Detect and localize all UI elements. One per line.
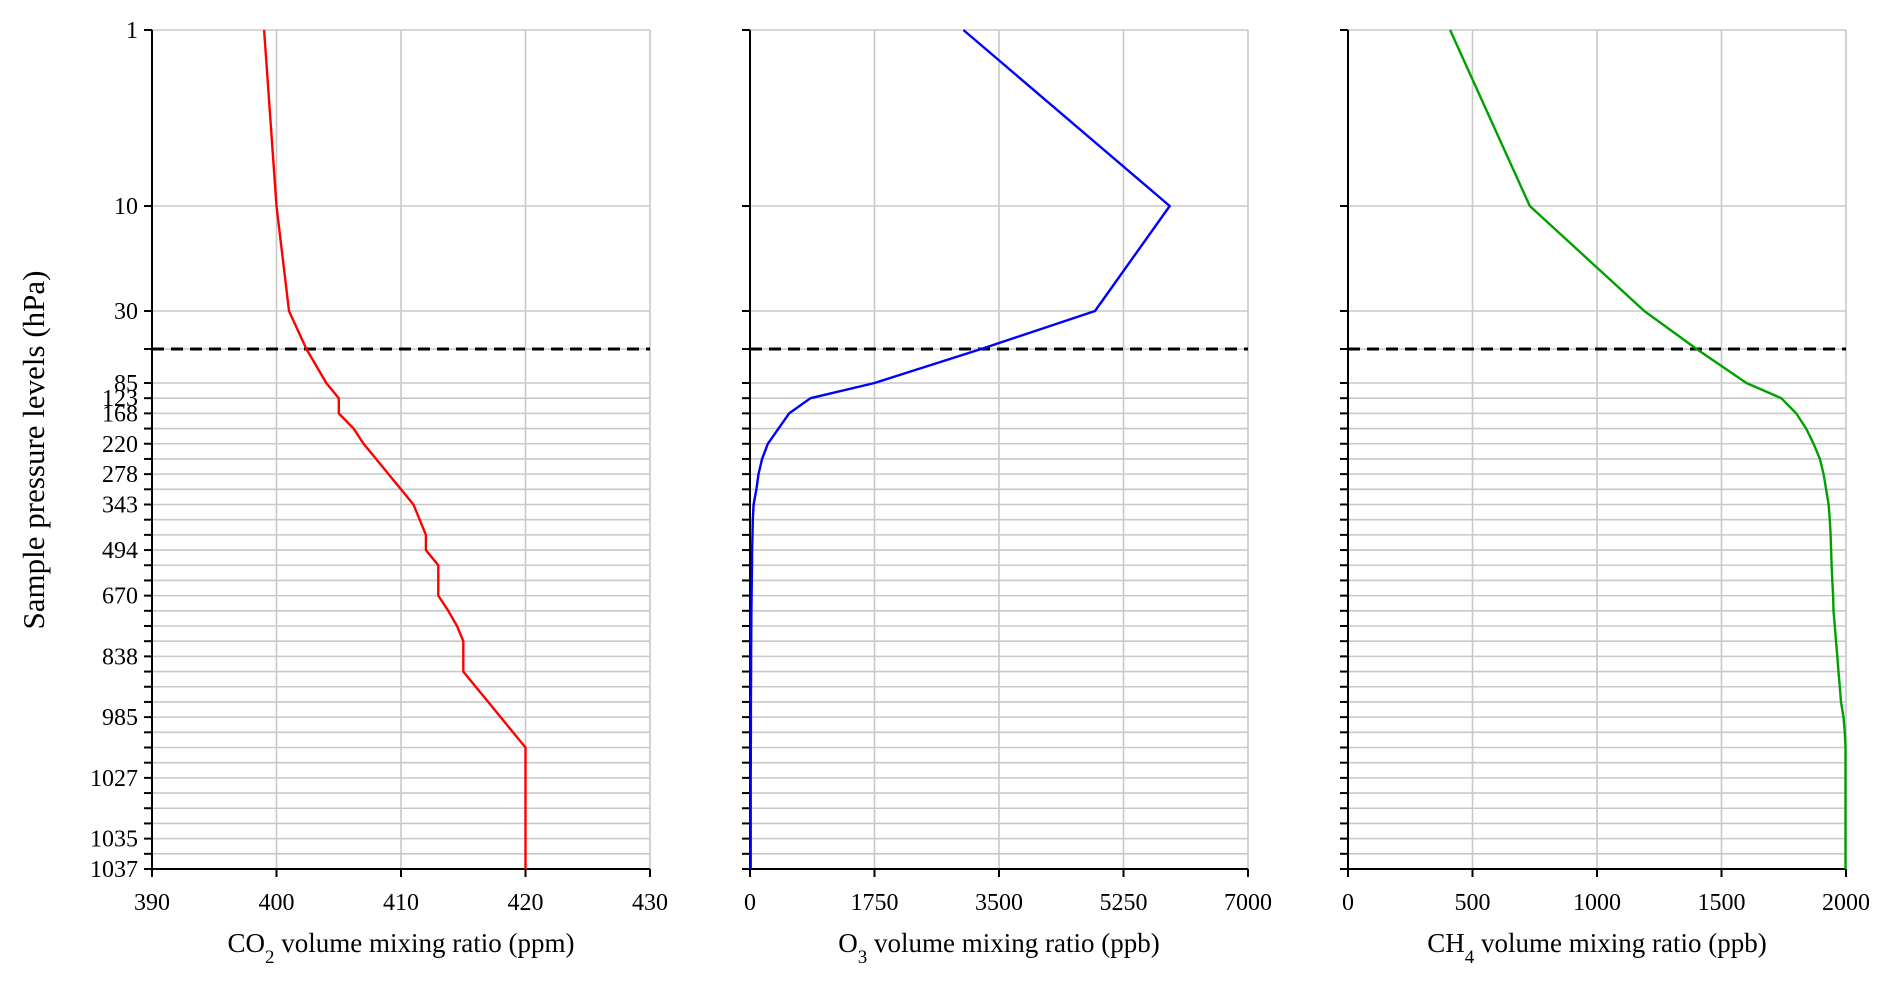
panel-3: 0 500 1000 1500 2000 CH4 volume mixing ratio …: [1340, 29, 1870, 968]
y-tick-label: 10: [114, 194, 138, 220]
x-tick-label: 0: [1342, 890, 1354, 916]
profile-line: [262, 29, 527, 869]
y-tick-label: 1035: [90, 827, 138, 853]
x-tick-label: 1500: [1698, 890, 1746, 916]
y-axis-label: Sample pressure levels (hPa): [16, 271, 51, 630]
x-tick-label: 400: [259, 890, 295, 916]
y-tick-label: 494: [102, 538, 138, 564]
y-tick-label: 123: [102, 386, 138, 412]
y-tick-label: 343: [102, 493, 138, 519]
x-tick-label: 420: [508, 890, 544, 916]
profile-line: [749, 29, 1171, 869]
y-tick-label: 168: [102, 401, 138, 427]
x-axis-label: CO2 volume mixing ratio (ppm): [228, 928, 575, 968]
y-tick-label: 1037: [90, 857, 138, 883]
x-tick-label: 1750: [851, 890, 899, 916]
y-tick-label: 30: [114, 299, 138, 325]
x-tick-label: 3500: [975, 890, 1023, 916]
y-tick-label: 85: [114, 371, 138, 397]
x-axis-label: CH4 volume mixing ratio (ppb): [1427, 928, 1766, 968]
y-tick-label: 278: [102, 462, 138, 488]
y-tick-label: 838: [102, 644, 138, 670]
x-tick-label: 2000: [1822, 890, 1870, 916]
panel-2: 0 1750 3500 5250 7000 O3 volume mixing ratio …: [742, 29, 1272, 968]
x-tick-label: 5250: [1100, 890, 1148, 916]
x-tick-label: 410: [383, 890, 419, 916]
x-tick-label: 500: [1455, 890, 1491, 916]
y-tick-label: 985: [102, 705, 138, 731]
x-tick-label: 430: [632, 890, 668, 916]
x-tick-label: 390: [134, 890, 170, 916]
y-tick-label: 220: [102, 432, 138, 458]
y-tick-label: 1: [126, 18, 138, 44]
y-tick-label: 1027: [90, 766, 138, 792]
x-tick-label: 1000: [1573, 890, 1621, 916]
y-tick-label: 670: [102, 584, 138, 610]
x-tick-label: 0: [744, 890, 756, 916]
x-axis-label: O3 volume mixing ratio (ppb): [838, 928, 1159, 968]
profile-line: [1449, 29, 1847, 869]
x-tick-label: 7000: [1224, 890, 1272, 916]
